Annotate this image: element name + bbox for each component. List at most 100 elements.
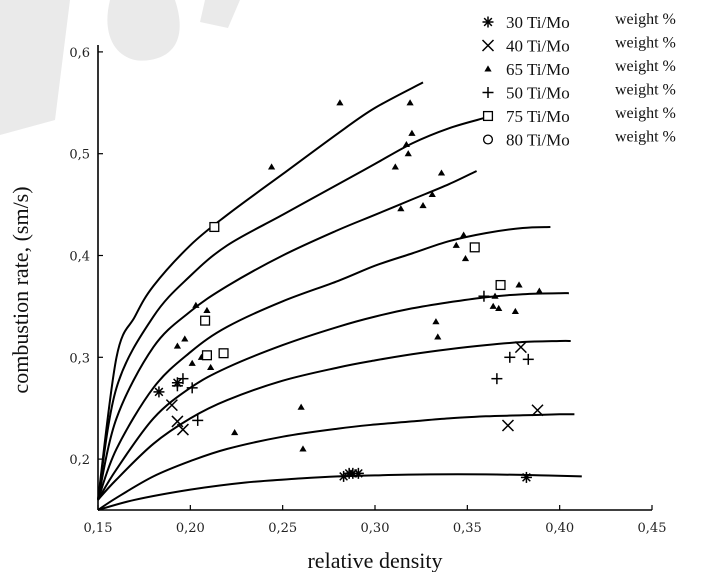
data-point-triangle <box>203 306 211 313</box>
x-tick-label: 0,20 <box>176 521 205 536</box>
data-point-plus <box>186 382 198 394</box>
x-tick-label: 0,40 <box>545 521 574 536</box>
x-tick-label: 0,45 <box>638 521 667 536</box>
legend-unit-label: weight % <box>615 129 676 146</box>
y-tick-label: 0,2 <box>69 453 90 468</box>
legend-label: 80 Ti/Mo <box>506 131 570 150</box>
data-point-plus <box>177 373 189 385</box>
data-point-triangle <box>460 231 468 238</box>
data-point-x <box>501 419 514 432</box>
data-point-triangle <box>489 302 497 309</box>
data-point-triangle <box>432 318 440 325</box>
data-point-square <box>218 348 229 359</box>
fitted-curve-line <box>97 473 582 511</box>
data-point-triangle <box>299 445 307 452</box>
y-tick-label: 0,6 <box>69 46 90 61</box>
data-point-asterisk <box>520 471 532 483</box>
legend-label: 65 Ti/Mo <box>506 60 570 79</box>
data-point-asterisk <box>352 467 364 479</box>
data-point-triangle <box>173 342 182 349</box>
data-point-square <box>495 279 506 291</box>
data-point-asterisk <box>153 386 165 398</box>
data-points <box>153 99 544 483</box>
legend-marker-triangle <box>484 65 492 72</box>
legend-marker-circle <box>482 134 494 145</box>
data-point-x <box>165 399 178 412</box>
data-point-triangle <box>511 307 519 315</box>
data-point-triangle <box>535 287 543 294</box>
y-tick-label: 0,4 <box>69 250 90 265</box>
legend-marker-asterisk <box>482 16 494 28</box>
data-point-triangle <box>188 359 196 366</box>
data-point-square <box>201 350 213 361</box>
legend-unit-label: weight % <box>615 82 676 99</box>
legend-marker-plus <box>482 87 494 98</box>
data-point-x <box>531 404 544 417</box>
data-point-triangle <box>452 241 460 248</box>
data-point-triangle <box>406 99 414 106</box>
x-tick-label: 0,15 <box>84 521 113 536</box>
data-point-triangle <box>408 129 416 136</box>
axis-ticks: 0,15 0,20 0,25 0,30 0,35 0,40 0,45 0,2 0,3 0,4 0,5… <box>69 46 666 536</box>
data-point-square <box>209 221 220 233</box>
x-axis-title: relative density <box>307 548 442 572</box>
data-point-plus <box>491 373 503 385</box>
data-point-triangle <box>434 333 442 340</box>
data-point-triangle <box>181 335 189 342</box>
data-point-plus <box>504 351 516 363</box>
legend-unit-label: weight % <box>615 35 676 52</box>
data-point-triangle <box>231 429 239 436</box>
watermark <box>0 0 240 135</box>
data-point-triangle <box>404 150 412 157</box>
x-tick-label: 0,25 <box>268 521 297 536</box>
fitted-curve-line <box>97 170 478 501</box>
legend-label: 30 Ti/Mo <box>506 13 570 32</box>
data-point-triangle <box>267 163 276 170</box>
data-point-triangle <box>491 292 499 299</box>
y-tick-label: 0,3 <box>69 351 90 366</box>
legend-unit-label: weight % <box>615 105 676 122</box>
data-point-x <box>514 341 527 354</box>
data-point-triangle <box>391 163 399 170</box>
legend-label: 75 Ti/Mo <box>506 107 570 126</box>
data-point-triangle <box>192 301 200 308</box>
fitted-curve-line <box>97 292 569 501</box>
x-tick-label: 0,35 <box>453 521 482 536</box>
data-point-triangle <box>207 363 215 370</box>
data-point-triangle <box>402 140 410 148</box>
legend-marker-square <box>482 110 494 122</box>
data-point-x <box>176 423 189 436</box>
fitted-curves <box>97 81 582 511</box>
legend-marker-x <box>481 39 495 52</box>
data-point-triangle <box>437 169 446 176</box>
fitted-curve-line <box>97 117 485 500</box>
data-point-plus <box>171 380 183 392</box>
fitted-curve-line <box>97 413 575 511</box>
fitted-curve-line <box>97 226 551 501</box>
x-tick-label: 0,30 <box>361 521 390 536</box>
legend-label: 40 Ti/Mo <box>506 37 570 56</box>
legend-unit-label: weight % <box>615 11 676 28</box>
data-point-triangle <box>461 254 470 262</box>
data-point-plus <box>522 353 534 365</box>
data-point-plus <box>478 290 490 302</box>
y-axis-title: combustion rate, (sm/s) <box>8 186 33 393</box>
data-point-triangle <box>297 403 305 410</box>
fitted-curve-line <box>97 81 424 500</box>
legend: 30 Ti/Mo weight % 40 Ti/Mo weight % 65 Ti/Mo… <box>481 11 676 150</box>
y-tick-label: 0,5 <box>69 148 90 163</box>
data-point-triangle <box>397 205 405 212</box>
data-point-triangle <box>495 304 503 311</box>
data-point-triangle <box>515 281 523 288</box>
data-point-triangle <box>428 190 436 197</box>
data-point-square <box>469 242 480 253</box>
data-point-x <box>171 415 184 428</box>
data-point-triangle <box>336 99 344 106</box>
data-point-plus <box>192 414 204 426</box>
data-point-square <box>200 315 211 326</box>
legend-unit-label: weight % <box>615 58 676 75</box>
legend-label: 50 Ti/Mo <box>506 84 570 103</box>
data-point-triangle <box>419 202 427 209</box>
fitted-curve-line <box>97 339 571 501</box>
